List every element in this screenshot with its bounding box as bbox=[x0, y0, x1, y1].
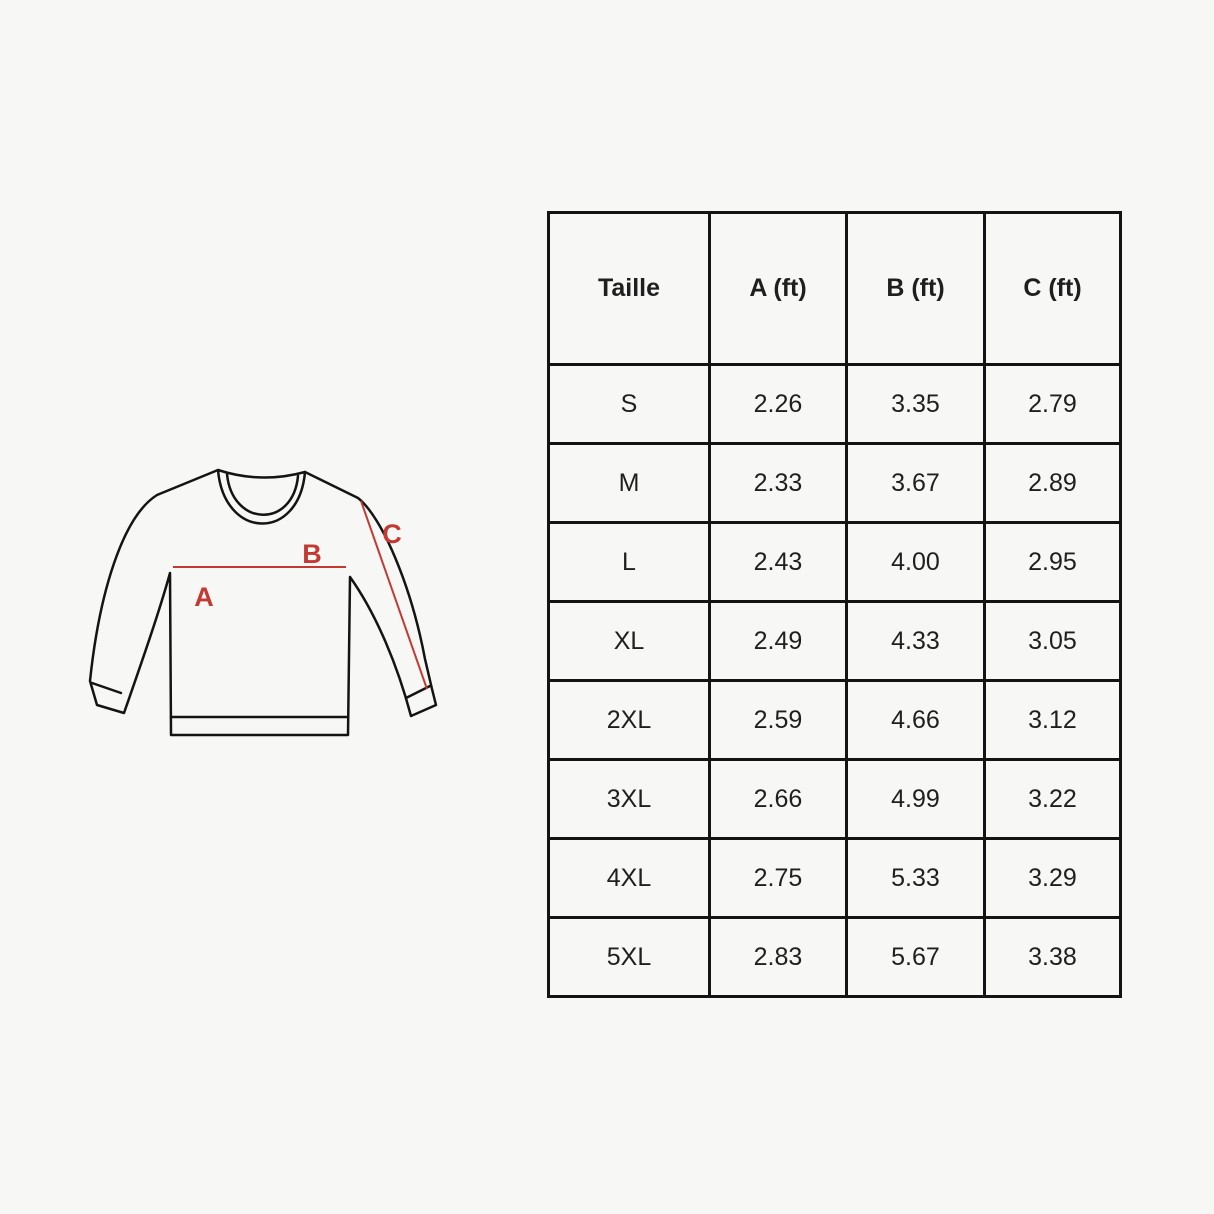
table-row: 5XL 2.83 5.67 3.38 bbox=[547, 916, 1122, 998]
size-cell: XL bbox=[547, 600, 711, 682]
value-cell-a: 2.26 bbox=[708, 363, 848, 445]
value-cell-c: 2.89 bbox=[983, 442, 1122, 524]
value-cell-c: 3.38 bbox=[983, 916, 1122, 998]
size-cell: 3XL bbox=[547, 758, 711, 840]
measure-label-b: B bbox=[302, 539, 322, 569]
table-row: 4XL 2.75 5.33 3.29 bbox=[547, 837, 1122, 919]
value-cell-c: 2.79 bbox=[983, 363, 1122, 445]
table-row: 3XL 2.66 4.99 3.22 bbox=[547, 758, 1122, 840]
size-cell: L bbox=[547, 521, 711, 603]
value-cell-b: 4.99 bbox=[845, 758, 986, 840]
table-row: S 2.26 3.35 2.79 bbox=[547, 363, 1122, 445]
table-row: XL 2.49 4.33 3.05 bbox=[547, 600, 1122, 682]
value-cell-c: 2.95 bbox=[983, 521, 1122, 603]
left-cuff-seam-line bbox=[90, 681, 123, 695]
value-cell-b: 3.35 bbox=[845, 363, 986, 445]
value-cell-b: 4.33 bbox=[845, 600, 986, 682]
garment-diagram: A B C bbox=[80, 455, 450, 755]
table-row: M 2.33 3.67 2.89 bbox=[547, 442, 1122, 524]
measure-line-sleeve bbox=[360, 500, 428, 690]
value-cell-b: 4.00 bbox=[845, 521, 986, 603]
size-table: Taille A (ft) B (ft) C (ft) S 2.26 3.35 … bbox=[547, 211, 1122, 998]
size-cell: 4XL bbox=[547, 837, 711, 919]
value-cell-a: 2.83 bbox=[708, 916, 848, 998]
value-cell-b: 3.67 bbox=[845, 442, 986, 524]
measure-lines-group bbox=[173, 500, 428, 690]
collar-outer-line bbox=[216, 468, 307, 525]
value-cell-c: 3.22 bbox=[983, 758, 1122, 840]
value-cell-b: 5.33 bbox=[845, 837, 986, 919]
value-cell-a: 2.33 bbox=[708, 442, 848, 524]
value-cell-b: 5.67 bbox=[845, 916, 986, 998]
table-row: L 2.43 4.00 2.95 bbox=[547, 521, 1122, 603]
shirt-outline bbox=[88, 468, 438, 737]
value-cell-c: 3.05 bbox=[983, 600, 1122, 682]
table-row: 2XL 2.59 4.66 3.12 bbox=[547, 679, 1122, 761]
value-cell-a: 2.59 bbox=[708, 679, 848, 761]
value-cell-a: 2.66 bbox=[708, 758, 848, 840]
collar-inner-line bbox=[225, 472, 300, 516]
value-cell-c: 3.29 bbox=[983, 837, 1122, 919]
value-cell-a: 2.75 bbox=[708, 837, 848, 919]
col-header-a: A (ft) bbox=[708, 211, 848, 366]
table-header-row: Taille A (ft) B (ft) C (ft) bbox=[547, 211, 1122, 366]
value-cell-c: 3.12 bbox=[983, 679, 1122, 761]
value-cell-a: 2.49 bbox=[708, 600, 848, 682]
sweatshirt-drawing: A B C bbox=[88, 468, 438, 737]
value-cell-a: 2.43 bbox=[708, 521, 848, 603]
col-header-b: B (ft) bbox=[845, 211, 986, 366]
measure-label-c: C bbox=[382, 519, 402, 549]
col-header-c: C (ft) bbox=[983, 211, 1122, 366]
measure-labels-group: A B C bbox=[194, 519, 402, 612]
value-cell-b: 4.66 bbox=[845, 679, 986, 761]
size-cell: S bbox=[547, 363, 711, 445]
size-cell: 2XL bbox=[547, 679, 711, 761]
size-cell: M bbox=[547, 442, 711, 524]
col-header-taille: Taille bbox=[547, 211, 711, 366]
size-cell: 5XL bbox=[547, 916, 711, 998]
garment-outline-group bbox=[88, 468, 438, 737]
measure-label-a: A bbox=[194, 582, 214, 612]
